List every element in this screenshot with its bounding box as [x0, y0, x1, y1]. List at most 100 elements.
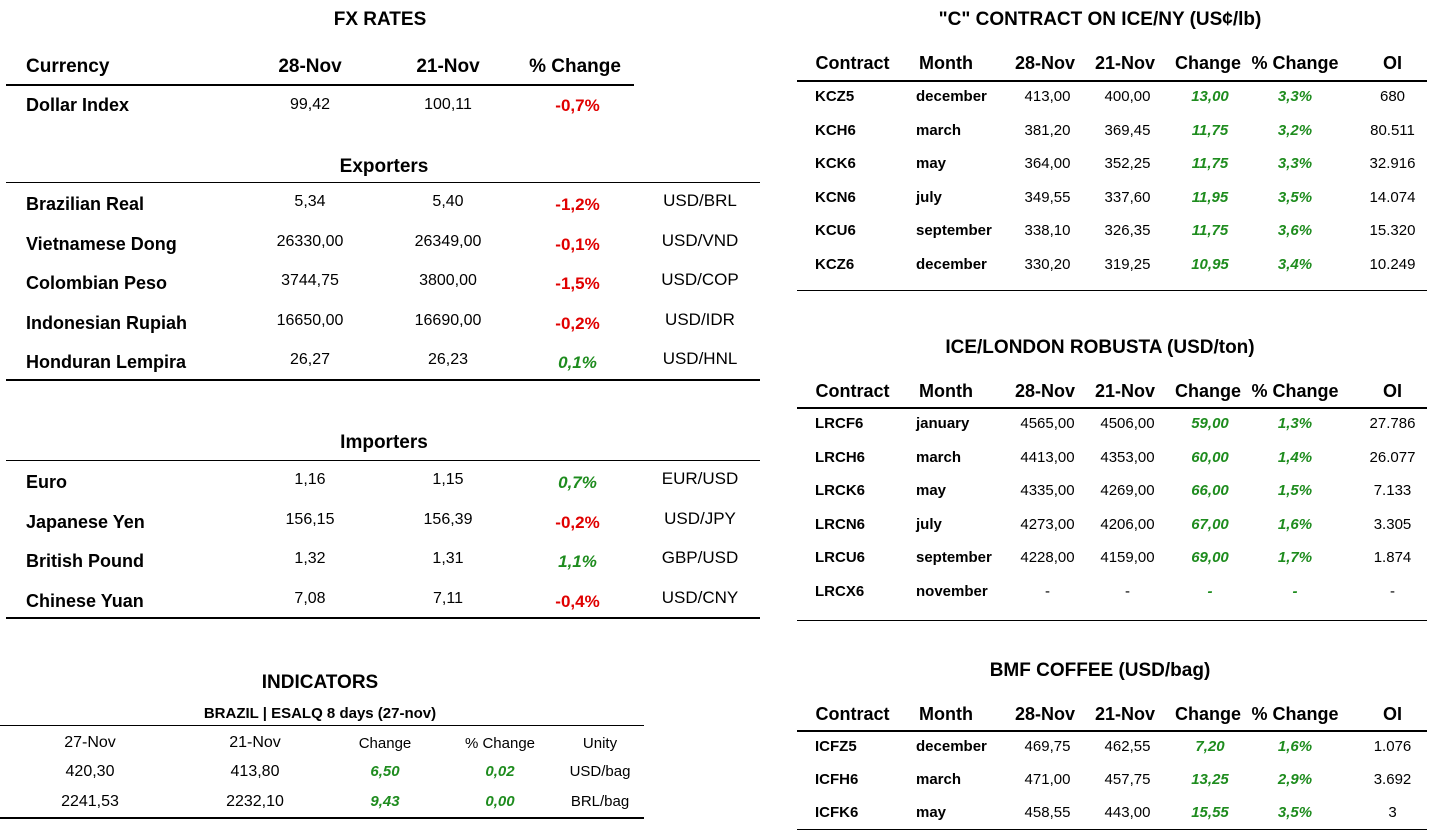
bmf-header-contract: Contract	[815, 704, 890, 724]
bmf-header-change: Change	[1174, 704, 1241, 724]
bmf-row-oi: 3	[1388, 804, 1397, 821]
ice_ny-row-pct-change: 3,3%	[1277, 155, 1313, 172]
ice_london-row-change: 66,00	[1191, 482, 1229, 499]
ice_london-header-pct-change: % Change	[1251, 381, 1339, 401]
fx-header-currency: Currency	[26, 56, 110, 77]
indicators-title: INDICATORS	[261, 672, 379, 693]
ice_ny-row-date1: 349,55	[1024, 188, 1071, 206]
bmf-bottom-rule	[797, 829, 1427, 830]
bmf-row-contract: ICFK6	[815, 804, 859, 821]
ice_ny-row-contract: KCK6	[815, 155, 856, 172]
importers-row-v2: 1,15	[432, 471, 464, 488]
exporters-row-name: Indonesian Rupiah	[26, 312, 188, 333]
bmf-row-date1: 471,00	[1024, 771, 1071, 788]
ice_london-row-month: september	[916, 549, 992, 566]
ice_london-header-rule	[797, 407, 1427, 409]
ice_london-header-oi: OI	[1382, 381, 1402, 401]
ice-ny-title: "C" CONTRACT ON ICE/NY (US¢/lb)	[938, 9, 1262, 30]
ice_ny-row-oi: 10.249	[1369, 255, 1416, 273]
dollar-index-v2: 100,11	[424, 96, 472, 113]
ice_ny-row-change: 11,95	[1191, 188, 1229, 206]
ind-row-unity: USD/bag	[569, 763, 631, 780]
ice_ny-row-month: march	[916, 121, 962, 139]
ice_ny-row-change: 13,00	[1191, 88, 1229, 105]
importers-row-change: -0,2%	[555, 512, 600, 532]
ice_ny-header-oi: OI	[1382, 53, 1402, 73]
ind-row-pct: 0,00	[485, 793, 515, 810]
ind-row-v1: 2241,53	[61, 793, 119, 810]
exporters-row-name: Brazilian Real	[26, 194, 145, 214]
ind-header-pct: % Change	[464, 735, 536, 752]
ice_london-row-contract: LRCH6	[815, 448, 866, 466]
dollar-index-label: Dollar Index	[26, 95, 130, 115]
ice_london-row-month: november	[916, 582, 988, 600]
ind-row-unity: BRL/bag	[570, 793, 630, 810]
importers-rule	[6, 460, 760, 461]
importers-row-pair: USD/CNY	[661, 587, 739, 607]
bmf-row-pct-change: 1,6%	[1277, 738, 1313, 755]
ice_ny-row-month: december	[916, 255, 987, 273]
ice_london-row-contract: LRCF6	[815, 415, 864, 432]
ice_london-row-contract: LRCN6	[815, 515, 866, 533]
ind-header-change: Change	[358, 735, 412, 752]
bmf-title: BMF COFFEE (USD/bag)	[989, 660, 1211, 681]
ice_ny-row-oi: 80.511	[1370, 121, 1415, 139]
ind-header-unity: Unity	[582, 735, 618, 752]
importers-row-change: 1,1%	[558, 552, 597, 571]
exporters-row-v1: 26330,00	[276, 232, 344, 250]
ice_ny-row-oi: 15.320	[1369, 222, 1416, 239]
exporters-row-v1: 5,34	[294, 193, 326, 210]
ice_ny-header-date1: 28-Nov	[1014, 53, 1076, 73]
bmf-row-change: 15,55	[1191, 804, 1229, 821]
bmf-row-month: may	[916, 804, 947, 821]
ice_london-row-pct-change: 1,7%	[1277, 549, 1313, 566]
bmf-header-date2: 21-Nov	[1094, 704, 1156, 724]
ind-row-change: 9,43	[370, 793, 400, 810]
ice_london-row-pct-change: 1,5%	[1277, 482, 1313, 499]
ice_ny-row-change: 11,75	[1191, 121, 1229, 139]
exporters-row-pair: USD/BRL	[663, 191, 737, 210]
importers-row-pair: GBP/USD	[661, 548, 739, 567]
ice_ny-row-date2: 326,35	[1104, 222, 1151, 239]
ice_london-row-date2: 4269,00	[1100, 482, 1155, 499]
indicators-bottom-rule	[0, 817, 644, 819]
exporters-row-name: Honduran Lempira	[26, 352, 187, 372]
ice_london-row-contract: LRCX6	[815, 582, 865, 600]
ice_london-header-contract: Contract	[815, 381, 890, 401]
importers-row-v2: 7,11	[433, 589, 463, 607]
exporters-row-v2: 5,40	[432, 193, 464, 210]
ice_ny-row-change: 11,75	[1191, 222, 1229, 239]
bmf-row-change: 13,25	[1191, 771, 1229, 788]
importers-row-name: Euro	[26, 472, 68, 492]
exporters-row-pair: USD/COP	[661, 270, 739, 289]
ice_london-row-oi: 26.077	[1369, 448, 1416, 466]
bmf-row-month: march	[916, 771, 962, 788]
exporters-row-change: -0,1%	[555, 234, 600, 254]
ice_london-row-change: 60,00	[1191, 448, 1229, 466]
ice_ny-row-pct-change: 3,5%	[1277, 188, 1313, 206]
ind-row-v1: 420,30	[65, 763, 115, 780]
ice_ny-row-month: september	[916, 222, 992, 239]
exporters-row-v1: 16650,00	[276, 311, 344, 329]
ice_ny-header-contract: Contract	[815, 53, 890, 73]
ice_ny-row-contract: KCN6	[815, 188, 856, 206]
bmf-row-contract: ICFH6	[815, 771, 859, 788]
ice_london-row-month: january	[916, 415, 970, 432]
importers-row-v2: 156,39	[423, 510, 473, 528]
ice_ny-row-pct-change: 3,6%	[1277, 222, 1313, 239]
ice_london-row-oi: 1.874	[1373, 549, 1412, 566]
importers-row-pair: USD/JPY	[664, 508, 736, 528]
ice_london-row-pct-change: -	[1292, 582, 1298, 600]
exporters-row-v2: 26,23	[427, 351, 469, 368]
importers-row-v2: 1,31	[432, 550, 464, 567]
ice_london-row-date2: 4206,00	[1100, 515, 1155, 533]
exporters-row-change: 0,1%	[558, 353, 597, 372]
ice_london-row-month: may	[916, 482, 947, 499]
ice_london-row-pct-change: 1,3%	[1277, 415, 1313, 432]
ice_london-row-change: 59,00	[1191, 415, 1229, 432]
importers-row-change: 0,7%	[558, 473, 597, 492]
ice_london-header-change: Change	[1174, 381, 1241, 401]
indicators-subtitle: BRAZIL | ESALQ 8 days (27-nov)	[203, 705, 437, 722]
importers-row-v1: 1,16	[294, 471, 326, 488]
exporters-title: Exporters	[339, 156, 429, 177]
